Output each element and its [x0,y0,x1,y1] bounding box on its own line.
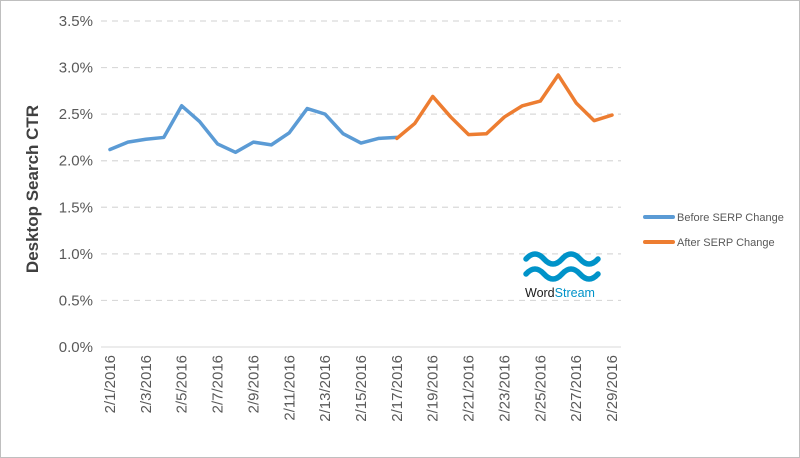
legend-label-before: Before SERP Change [677,212,784,224]
legend: Before SERP Change After SERP Change [643,212,784,249]
wordstream-wordmark: WordStream [525,286,595,300]
series-line-after [395,73,614,141]
y-tick-label: 3.0% [59,60,93,77]
y-tick-label: 1.0% [59,246,93,263]
y-axis-ticks: 0.0% 0.5% 1.0% 1.5% 2.0% 2.5% 3.0% 3.5% [59,13,93,356]
x-tick-label: 2/9/2016 [245,355,262,413]
y-tick-label: 2.0% [59,153,93,170]
x-tick-label: 2/7/2016 [210,355,227,413]
x-tick-label: 2/3/2016 [138,355,155,413]
x-tick-label: 2/29/2016 [604,355,621,422]
wordmark-word: Word [525,286,555,300]
wordstream-waves-icon [523,251,601,282]
x-tick-label: 2/13/2016 [317,355,334,422]
y-tick-label: 0.5% [59,292,93,309]
legend-item-before: Before SERP Change [643,212,784,224]
legend-label-after: After SERP Change [677,237,775,249]
x-tick-label: 2/17/2016 [389,355,406,422]
wordmark-stream: Stream [555,286,595,300]
y-tick-label: 3.5% [59,13,93,30]
x-tick-label: 2/11/2016 [281,355,298,421]
x-tick-label: 2/21/2016 [461,355,478,422]
series-line-before [108,104,399,155]
x-axis-ticks: 2/1/2016 2/3/2016 2/5/2016 2/7/2016 2/9/2016… [102,355,621,422]
x-tick-label: 2/25/2016 [532,355,549,422]
x-tick-label: 2/23/2016 [496,355,513,422]
y-tick-label: 1.5% [59,199,93,216]
x-tick-label: 2/5/2016 [174,355,191,413]
x-tick-label: 2/27/2016 [568,355,585,422]
y-tick-label: 2.5% [59,106,93,123]
y-tick-label: 0.0% [59,339,93,356]
legend-item-after: After SERP Change [643,237,775,249]
y-axis-label: Desktop Search CTR [23,105,42,273]
x-tick-label: 2/1/2016 [102,355,119,413]
series-lines [108,73,614,155]
wordstream-logo: WordStream [523,251,601,300]
x-tick-label: 2/19/2016 [425,355,442,422]
x-tick-label: 2/15/2016 [353,355,370,422]
